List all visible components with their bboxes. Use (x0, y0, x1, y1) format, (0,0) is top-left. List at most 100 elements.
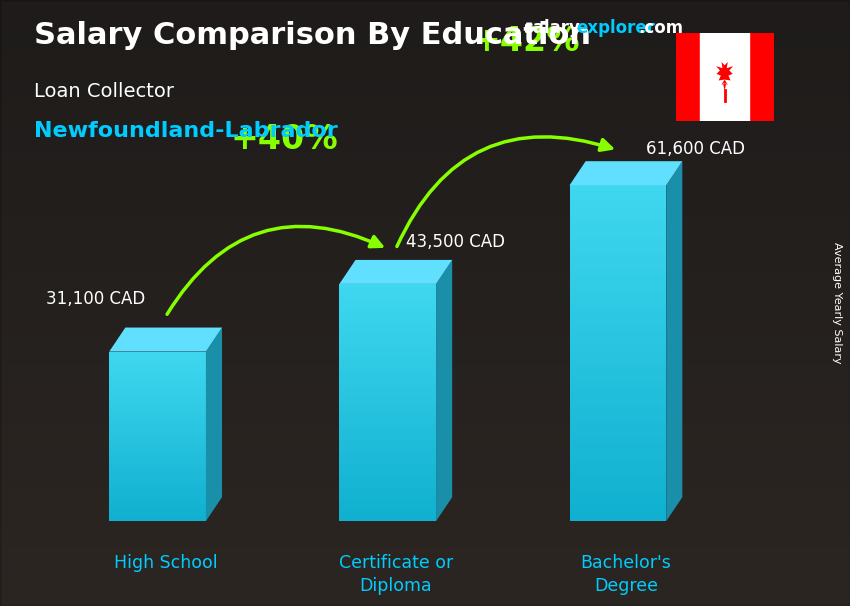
Polygon shape (570, 421, 666, 426)
Polygon shape (110, 439, 206, 442)
Text: 43,500 CAD: 43,500 CAD (406, 233, 505, 251)
Polygon shape (110, 450, 206, 453)
Polygon shape (339, 434, 436, 438)
Polygon shape (339, 474, 436, 478)
Polygon shape (570, 459, 666, 465)
Polygon shape (110, 516, 206, 518)
Polygon shape (570, 499, 666, 504)
Polygon shape (339, 379, 436, 383)
Polygon shape (339, 458, 436, 462)
Polygon shape (570, 331, 666, 336)
Polygon shape (570, 291, 666, 297)
Text: 61,600 CAD: 61,600 CAD (645, 140, 745, 158)
Text: 31,100 CAD: 31,100 CAD (46, 290, 145, 308)
Polygon shape (110, 465, 206, 467)
Polygon shape (110, 327, 222, 351)
Polygon shape (110, 419, 206, 422)
Polygon shape (110, 428, 206, 431)
Polygon shape (339, 363, 436, 367)
Polygon shape (339, 493, 436, 498)
Polygon shape (339, 450, 436, 454)
Polygon shape (110, 484, 206, 487)
Polygon shape (339, 371, 436, 375)
Polygon shape (110, 397, 206, 399)
Polygon shape (110, 431, 206, 433)
Polygon shape (110, 507, 206, 510)
Polygon shape (570, 376, 666, 381)
Polygon shape (570, 286, 666, 291)
Polygon shape (570, 314, 666, 319)
Polygon shape (570, 264, 666, 269)
Polygon shape (110, 448, 206, 450)
Polygon shape (110, 499, 206, 501)
Polygon shape (570, 202, 666, 208)
Polygon shape (570, 161, 683, 185)
Polygon shape (339, 501, 436, 505)
Polygon shape (570, 437, 666, 443)
Polygon shape (339, 292, 436, 296)
Polygon shape (339, 383, 436, 387)
Polygon shape (110, 385, 206, 388)
Polygon shape (570, 236, 666, 241)
Polygon shape (110, 408, 206, 411)
Polygon shape (570, 387, 666, 392)
Bar (676, 33, 700, 121)
Polygon shape (570, 325, 666, 331)
Polygon shape (666, 161, 683, 521)
Polygon shape (110, 436, 206, 439)
Text: Newfoundland-Labrador: Newfoundland-Labrador (34, 121, 337, 141)
Polygon shape (339, 418, 436, 422)
Polygon shape (339, 288, 436, 292)
Polygon shape (339, 351, 436, 355)
Polygon shape (110, 405, 206, 408)
Polygon shape (110, 357, 206, 360)
Polygon shape (110, 456, 206, 459)
Polygon shape (110, 391, 206, 394)
Polygon shape (339, 387, 436, 391)
Polygon shape (110, 476, 206, 479)
Polygon shape (110, 479, 206, 482)
Polygon shape (570, 426, 666, 431)
Polygon shape (339, 316, 436, 319)
Polygon shape (570, 230, 666, 236)
Polygon shape (570, 510, 666, 516)
Polygon shape (339, 505, 436, 509)
Polygon shape (110, 363, 206, 365)
Polygon shape (110, 422, 206, 425)
Polygon shape (339, 485, 436, 490)
Polygon shape (110, 371, 206, 374)
Text: .com: .com (638, 19, 683, 38)
Polygon shape (339, 466, 436, 470)
Polygon shape (339, 359, 436, 363)
Polygon shape (110, 382, 206, 385)
Polygon shape (110, 414, 206, 416)
Polygon shape (339, 300, 436, 304)
Polygon shape (339, 422, 436, 426)
Polygon shape (570, 359, 666, 364)
Polygon shape (339, 304, 436, 308)
Polygon shape (110, 462, 206, 465)
Polygon shape (339, 478, 436, 482)
Polygon shape (110, 470, 206, 473)
Polygon shape (110, 351, 206, 355)
Polygon shape (339, 446, 436, 450)
Polygon shape (570, 252, 666, 258)
Polygon shape (339, 339, 436, 343)
Polygon shape (110, 368, 206, 371)
Polygon shape (110, 380, 206, 382)
Polygon shape (570, 493, 666, 499)
Text: explorer: explorer (576, 19, 655, 38)
Polygon shape (570, 348, 666, 353)
Polygon shape (570, 275, 666, 281)
Polygon shape (339, 308, 436, 311)
Polygon shape (339, 319, 436, 324)
Polygon shape (339, 367, 436, 371)
Bar (749, 33, 774, 121)
Polygon shape (339, 399, 436, 402)
Polygon shape (570, 448, 666, 454)
Polygon shape (570, 488, 666, 493)
Polygon shape (110, 388, 206, 391)
Polygon shape (339, 331, 436, 335)
Polygon shape (110, 487, 206, 490)
Polygon shape (110, 399, 206, 402)
